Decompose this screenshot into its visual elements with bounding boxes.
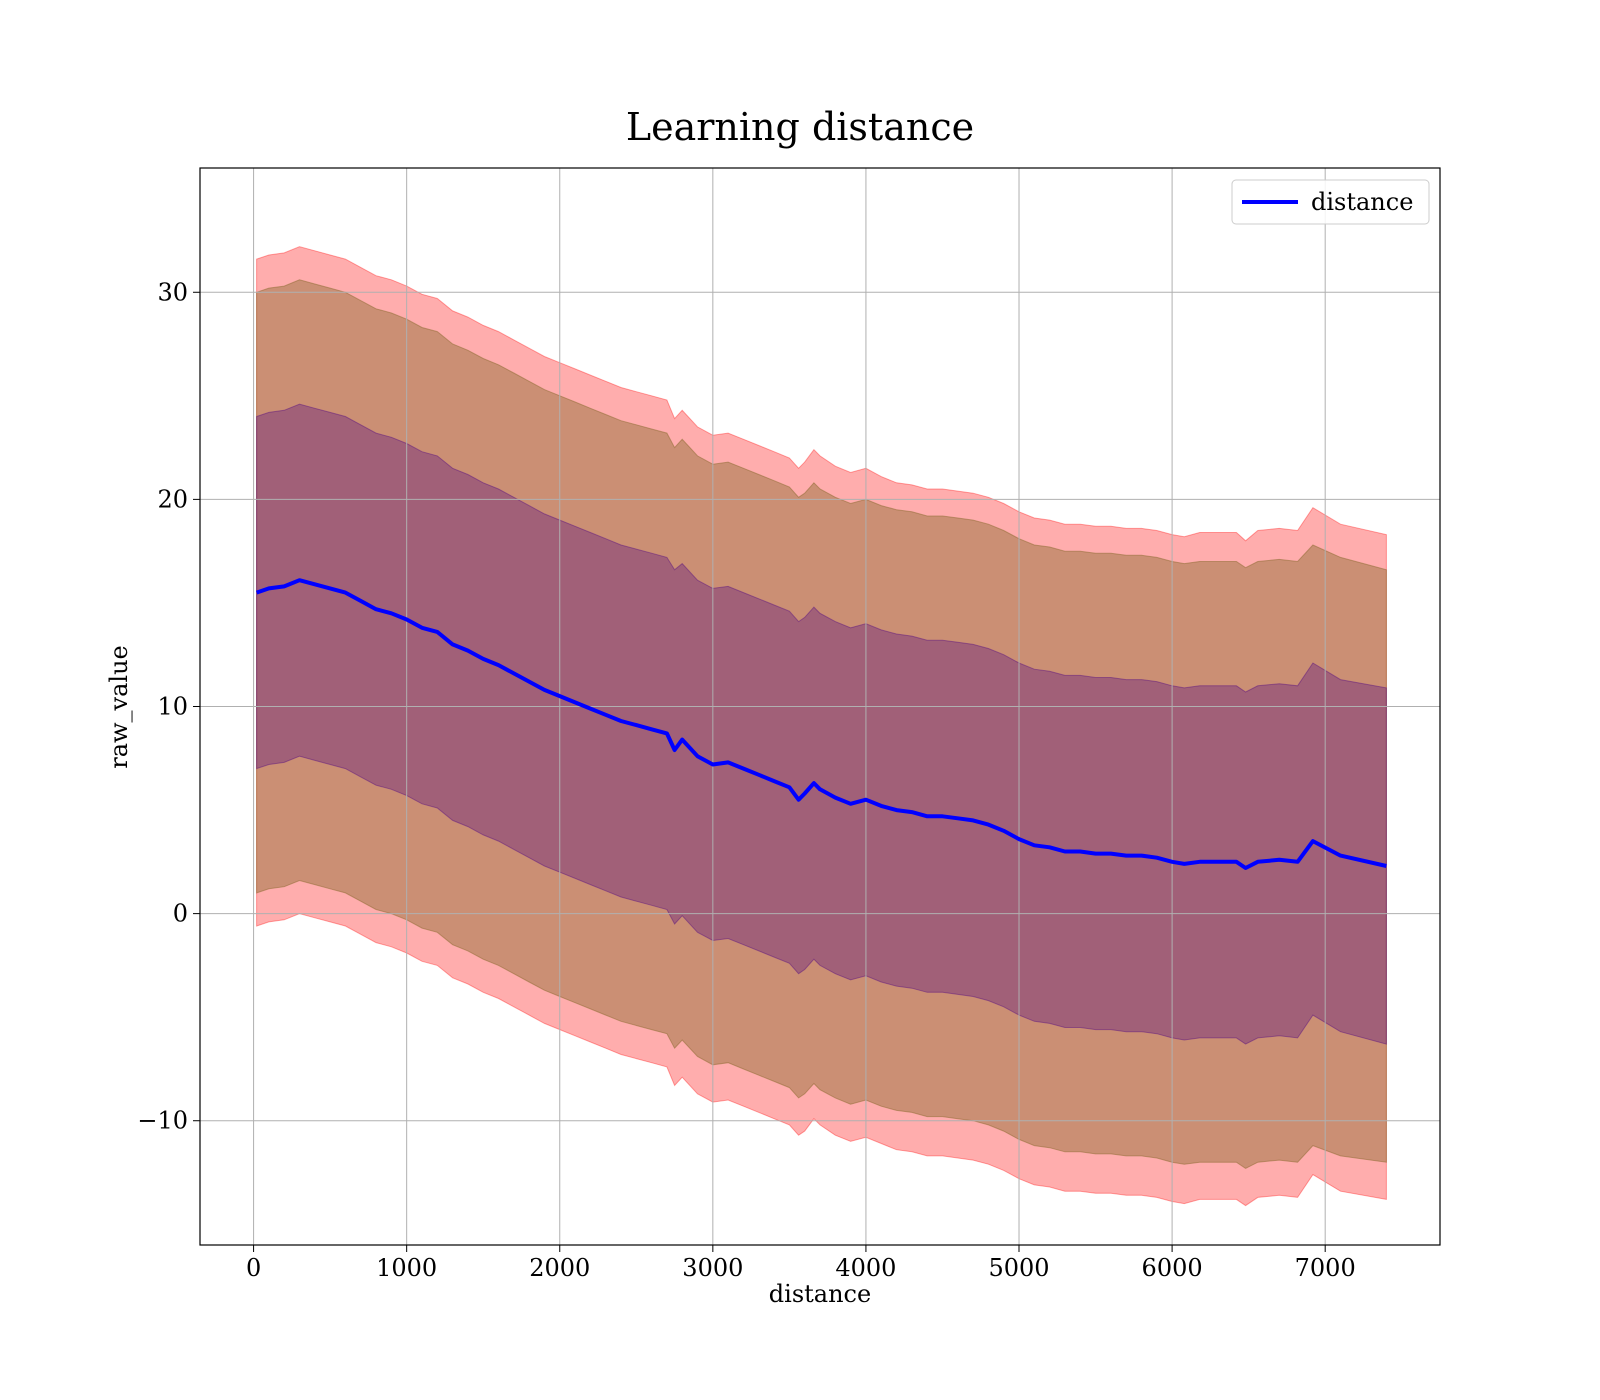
- legend-box: [1231, 179, 1430, 225]
- two-sd-band-area: [256, 279, 1387, 1169]
- one-sd-band-area: [256, 403, 1387, 1045]
- y-tick-label: 20: [157, 485, 188, 513]
- outer-band: [256, 246, 1387, 1207]
- one-sd-band: [256, 403, 1387, 1045]
- grid: [200, 168, 1440, 1245]
- x-tick-label: 6000: [1142, 1254, 1203, 1282]
- x-tick-label: 2000: [529, 1254, 590, 1282]
- y-axis-label: raw_value: [105, 645, 133, 769]
- x-tick-label: 1000: [376, 1254, 437, 1282]
- two-sd-band: [256, 279, 1387, 1169]
- y-tick-label: −10: [137, 1107, 188, 1135]
- distance-series: [255, 578, 1387, 870]
- legend-label-distance: distance: [1311, 188, 1413, 216]
- x-tick-label: 7000: [1295, 1254, 1356, 1282]
- chart-title: Learning distance: [626, 105, 974, 149]
- x-axis: 0 1000 2000 3000 4000 5000 6000 7000: [246, 1245, 1356, 1282]
- x-tick-label: 4000: [835, 1254, 896, 1282]
- y-tick-label: 10: [157, 693, 188, 721]
- y-axis: −10 0 10 20 30: [137, 278, 200, 1135]
- outer-band-area: [256, 246, 1387, 1207]
- y-tick-label: 30: [157, 278, 188, 306]
- plot-area: [199, 167, 1441, 1246]
- y-tick-label: 0: [173, 900, 188, 928]
- x-tick-label: 3000: [682, 1254, 743, 1282]
- legend: distance: [1231, 179, 1430, 225]
- x-axis-label: distance: [769, 1280, 871, 1308]
- x-tick-label: 0: [246, 1254, 261, 1282]
- x-tick-label: 5000: [988, 1254, 1049, 1282]
